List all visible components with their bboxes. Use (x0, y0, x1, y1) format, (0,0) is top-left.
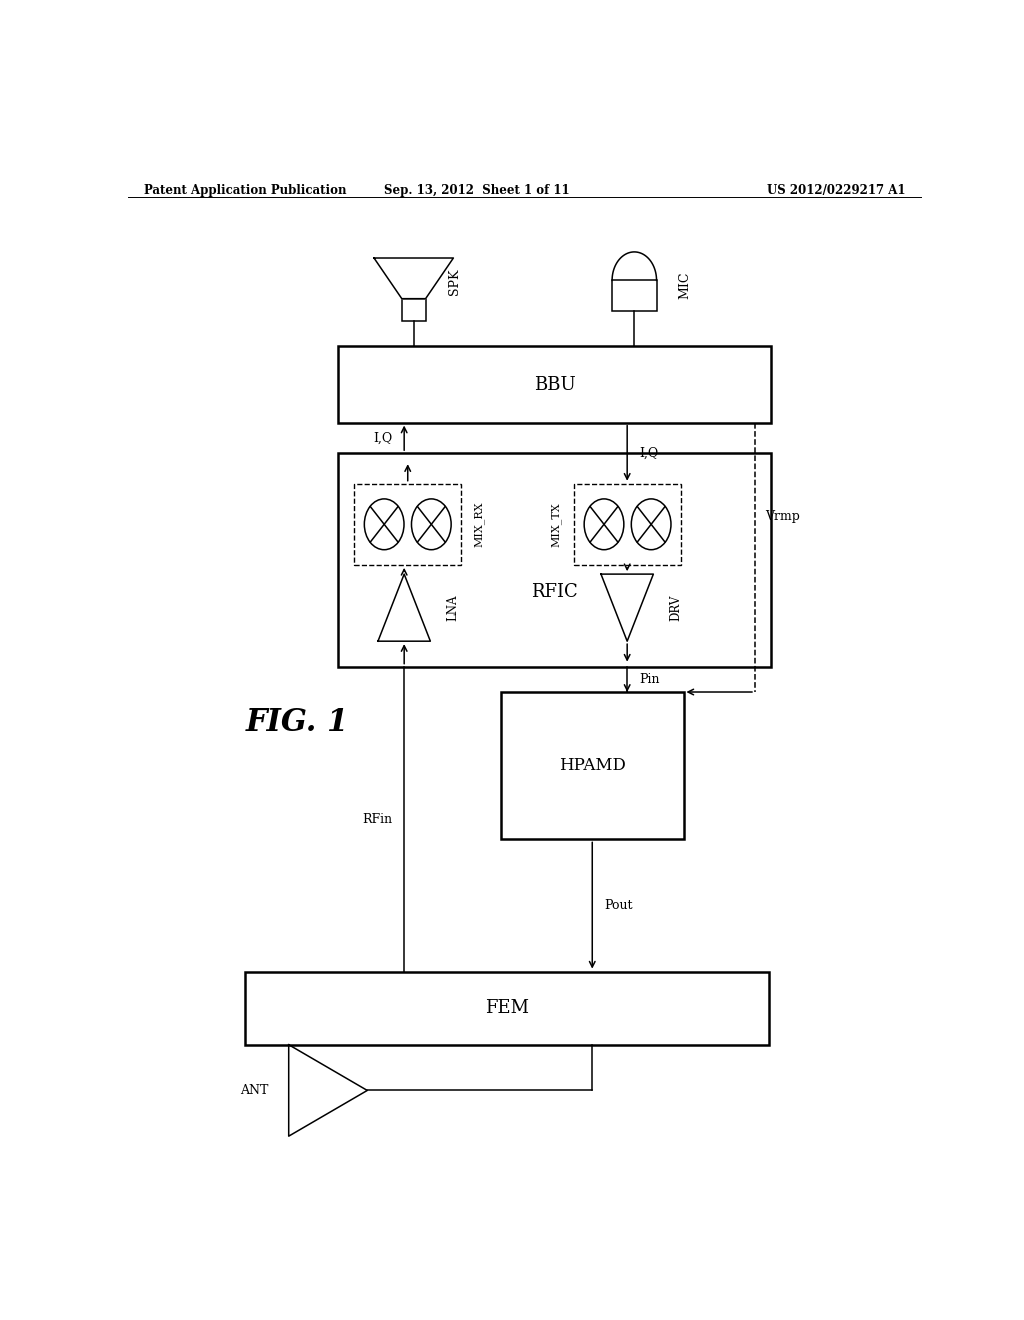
Bar (401, 298, 426, 321)
Polygon shape (374, 257, 454, 298)
Text: RFin: RFin (362, 813, 392, 825)
Text: LNA: LNA (446, 594, 459, 620)
Bar (574, 483, 681, 565)
Text: MIC: MIC (679, 272, 692, 300)
Text: MIX_TX: MIX_TX (551, 502, 562, 546)
Bar (354, 483, 461, 565)
Text: Sep. 13, 2012  Sheet 1 of 11: Sep. 13, 2012 Sheet 1 of 11 (384, 183, 570, 197)
Text: FIG. 1: FIG. 1 (246, 708, 349, 738)
Text: Pout: Pout (604, 899, 633, 912)
Bar (246, 972, 769, 1044)
Text: HPAMD: HPAMD (559, 758, 626, 775)
Text: FEM: FEM (485, 999, 529, 1018)
Text: RFIC: RFIC (531, 583, 578, 601)
Bar (612, 280, 656, 312)
Bar (501, 692, 684, 840)
Bar (338, 346, 771, 422)
Text: BBU: BBU (534, 376, 575, 393)
Text: I,Q: I,Q (639, 446, 658, 459)
Bar (338, 453, 771, 667)
Text: MIX_RX: MIX_RX (473, 502, 484, 546)
Text: Patent Application Publication: Patent Application Publication (143, 183, 346, 197)
Text: Pin: Pin (639, 673, 659, 686)
Text: ANT: ANT (241, 1084, 269, 1097)
Text: DRV: DRV (670, 594, 682, 620)
Text: US 2012/0229217 A1: US 2012/0229217 A1 (767, 183, 905, 197)
Text: I,Q: I,Q (373, 432, 392, 445)
Text: Vrmp: Vrmp (765, 511, 800, 523)
Text: SPK: SPK (447, 268, 461, 294)
